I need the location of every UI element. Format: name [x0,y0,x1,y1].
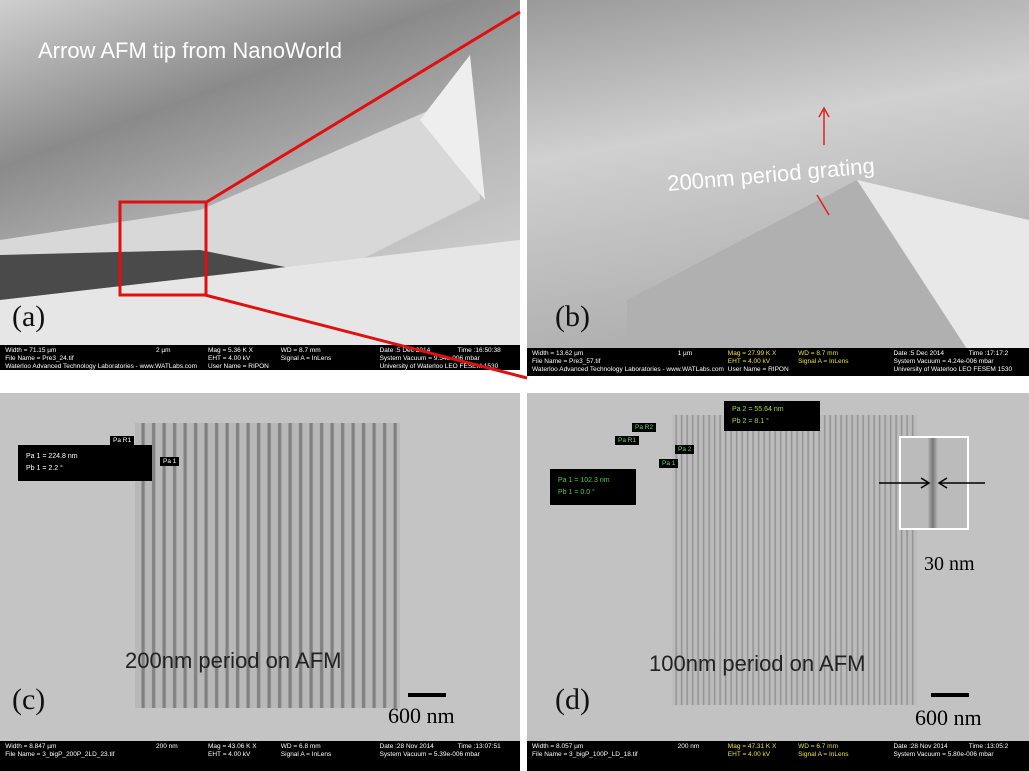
info-text: File Name = 3_bigP_200P_2LD_23.tif [5,751,114,759]
panel-label: (c) [12,683,45,717]
info-text: Time :13:05:2 [969,743,1009,751]
panel-label: (d) [555,683,590,717]
caption: 100nm period on AFM [649,651,865,677]
scale-label: 600 nm [915,705,982,731]
scale-bar [931,693,969,697]
info-column: Time :13:05:2 [969,743,1009,751]
info-text: Mag = 47.31 K X [728,743,777,751]
info-column: Time :13:07:51 [458,743,501,751]
measurement-line: Pb 1 = 2.2 ° [26,463,144,475]
tag: Pa R1 [615,436,639,445]
info-column: 200 nm [678,743,700,751]
inset-arrows [877,473,987,493]
tag: Pa 2 [675,445,694,454]
inset-label: 30 nm [924,553,975,576]
info-bar: Width = 8.847 µmFile Name = 3_bigP_200P_… [0,741,520,771]
measurement-line: Pa 2 = 55.64 nm [732,404,812,416]
caption: 200nm period on AFM [125,648,341,674]
info-text: Signal A = InLens [798,751,848,759]
measurement-line: Pb 2 = 8.1 ° [732,416,812,428]
info-text: Signal A = InLens [281,751,331,759]
info-text: Mag = 43.06 K X [208,743,257,751]
info-text: 200 nm [678,743,700,751]
measurement-line: Pa 1 = 102.3 nm [558,475,628,487]
info-column: 200 nm [156,743,178,751]
measurement-line: Pa 1 = 224.8 nm [26,451,144,463]
info-text: Width = 8.847 µm [5,743,114,751]
tag: Pa 1 [160,457,179,466]
info-text: EHT = 4.00 kV [208,751,257,759]
tag: Pa 1 [659,459,678,468]
figure: Arrow AFM tip from NanoWorld (a) Width =… [0,0,1029,771]
tag: Pa R2 [632,423,656,432]
info-text: WD = 6.7 mm [798,743,848,751]
info-text: 200 nm [156,743,178,751]
info-text: System Vacuum = 5.80e-006 mbar [893,751,993,759]
tag: Pa R1 [110,436,134,445]
info-text: WD = 6.8 mm [281,743,331,751]
scale-label: 600 nm [388,703,455,729]
info-text: EHT = 4.00 kV [728,751,777,759]
info-text: System Vacuum = 5.39e-006 mbar [380,751,480,759]
zoom-lines [0,0,1029,390]
scale-bar [408,693,446,697]
info-text: Width = 8.057 µm [532,743,638,751]
info-text: Time :13:07:51 [458,743,501,751]
info-text: File Name = 3_bigP_100P_LD_18.tif [532,751,638,759]
measurement-line: Pb 1 = 0.0 ° [558,487,628,499]
